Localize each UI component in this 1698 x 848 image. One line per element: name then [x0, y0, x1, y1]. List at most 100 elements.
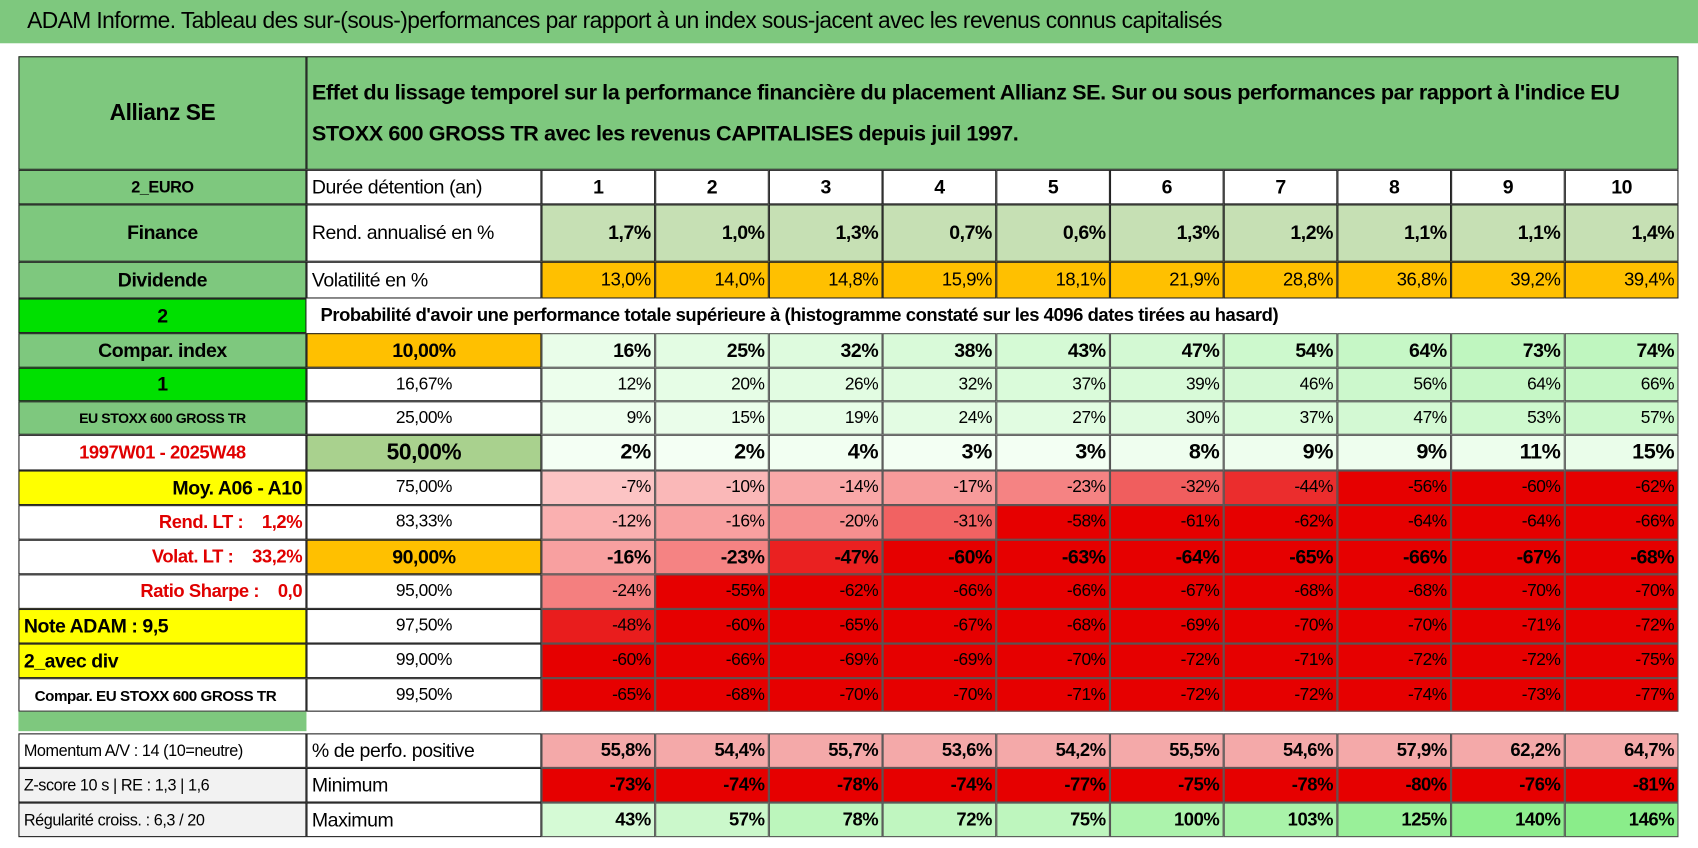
probability-value: -44% — [1223, 470, 1338, 506]
volatility: 18,1% — [996, 261, 1110, 299]
probability-value: -62% — [1564, 470, 1679, 506]
year-header: 10 — [1564, 169, 1679, 205]
probability-value: 54% — [1223, 333, 1338, 368]
probability-value: -24% — [541, 574, 656, 609]
probability-value: 15% — [655, 401, 769, 435]
stat-value: 140% — [1451, 802, 1565, 838]
page-title: ADAM Informe. Tableau des sur-(sous-)per… — [0, 0, 1698, 44]
threshold: 25,00% — [306, 401, 542, 435]
probability-value: -77% — [1564, 678, 1679, 712]
year-header: 4 — [882, 169, 997, 205]
spacer — [18, 711, 307, 732]
probability-value: -68% — [996, 608, 1110, 644]
volatility: 14,8% — [768, 261, 883, 299]
probability-value: 15% — [1564, 434, 1679, 471]
annual-return: 1,1% — [1451, 204, 1565, 262]
stat-value: 43% — [541, 802, 656, 838]
probability-value: -65% — [768, 608, 883, 644]
stat-value: 54,4% — [655, 733, 769, 768]
probability-value: 19% — [768, 401, 883, 435]
stat-value: 55,8% — [541, 733, 656, 768]
probability-value: 47% — [1337, 401, 1452, 435]
side-label: Note ADAM : 9,5 — [18, 608, 307, 644]
probability-value: 46% — [1223, 367, 1338, 402]
probability-value: 24% — [882, 401, 997, 435]
stat-value: 54,2% — [996, 733, 1110, 768]
probability-value: -66% — [882, 574, 997, 609]
probability-value: -23% — [655, 539, 769, 575]
probability-value: 53% — [1451, 401, 1565, 435]
stat-value: 146% — [1564, 802, 1679, 838]
volatility: 15,9% — [882, 261, 997, 299]
annual-return: 1,1% — [1337, 204, 1452, 262]
annual-return: 1,4% — [1564, 204, 1679, 262]
probability-value: -75% — [1564, 643, 1679, 679]
stat-value: 62,2% — [1451, 733, 1565, 768]
stat-value: 55,7% — [768, 733, 883, 768]
row-label: Volatilité en % — [306, 261, 542, 299]
stat-value: 64,7% — [1564, 733, 1679, 768]
volatility: 14,0% — [655, 261, 769, 299]
probability-value: -70% — [1564, 574, 1679, 609]
stat-label: Minimum — [306, 767, 542, 803]
description: Effet du lissage temporel sur la perform… — [306, 56, 1679, 170]
year-header: 8 — [1337, 169, 1452, 205]
probability-value: -68% — [655, 678, 769, 712]
probability-value: -55% — [655, 574, 769, 609]
year-header: 7 — [1223, 169, 1338, 205]
probability-value: -66% — [655, 643, 769, 679]
probability-title: Probabilité d'avoir une performance tota… — [306, 298, 1679, 334]
year-header: 1 — [541, 169, 656, 205]
probability-value: -72% — [1109, 678, 1224, 712]
threshold: 99,50% — [306, 678, 542, 712]
probability-value: 64% — [1337, 333, 1452, 368]
probability-value: -17% — [882, 470, 997, 506]
probability-value: -71% — [996, 678, 1110, 712]
stat-value: 53,6% — [882, 733, 997, 768]
probability-value: 37% — [1223, 401, 1338, 435]
probability-value: 56% — [1337, 367, 1452, 402]
stat-label: Maximum — [306, 802, 542, 838]
probability-value: 9% — [541, 401, 656, 435]
probability-value: 12% — [541, 367, 656, 402]
probability-value: -7% — [541, 470, 656, 506]
volatility: 21,9% — [1109, 261, 1224, 299]
stat-value: -78% — [768, 767, 883, 803]
side-label: 1997W01 - 2025W48 — [18, 434, 307, 471]
volatility: 36,8% — [1337, 261, 1452, 299]
probability-value: -16% — [541, 539, 656, 575]
side-label: Volat. LT : 33,2% — [18, 539, 307, 575]
stat-value: 57% — [655, 802, 769, 838]
stat-side: Z-score 10 s | RE : 1,3 | 1,6 — [18, 767, 307, 803]
probability-value: -16% — [655, 505, 769, 540]
probability-value: 43% — [996, 333, 1110, 368]
year-header: 2 — [655, 169, 769, 205]
probability-value: -14% — [768, 470, 883, 506]
probability-value: -65% — [1223, 539, 1338, 575]
probability-value: -66% — [1564, 505, 1679, 540]
side-label: 1 — [18, 367, 307, 402]
probability-value: -74% — [1337, 678, 1452, 712]
side-label: 2 — [18, 298, 307, 334]
stat-value: -77% — [996, 767, 1110, 803]
year-header: 6 — [1109, 169, 1224, 205]
stat-value: 100% — [1109, 802, 1224, 838]
side-label: Finance — [18, 204, 307, 262]
threshold: 16,67% — [306, 367, 542, 402]
stat-value: 103% — [1223, 802, 1338, 838]
probability-value: -72% — [1109, 643, 1224, 679]
probability-value: -48% — [541, 608, 656, 644]
stat-side: Momentum A/V : 14 (10=neutre) — [18, 733, 307, 768]
threshold: 99,00% — [306, 643, 542, 679]
probability-value: -60% — [1451, 470, 1565, 506]
threshold: 95,00% — [306, 574, 542, 609]
probability-value: -56% — [1337, 470, 1452, 506]
probability-value: 3% — [882, 434, 997, 471]
probability-value: 16% — [541, 333, 656, 368]
probability-value: 66% — [1564, 367, 1679, 402]
probability-value: -12% — [541, 505, 656, 540]
probability-value: -72% — [1564, 608, 1679, 644]
stat-value: 125% — [1337, 802, 1452, 838]
threshold: 75,00% — [306, 470, 542, 506]
year-header: 3 — [768, 169, 883, 205]
